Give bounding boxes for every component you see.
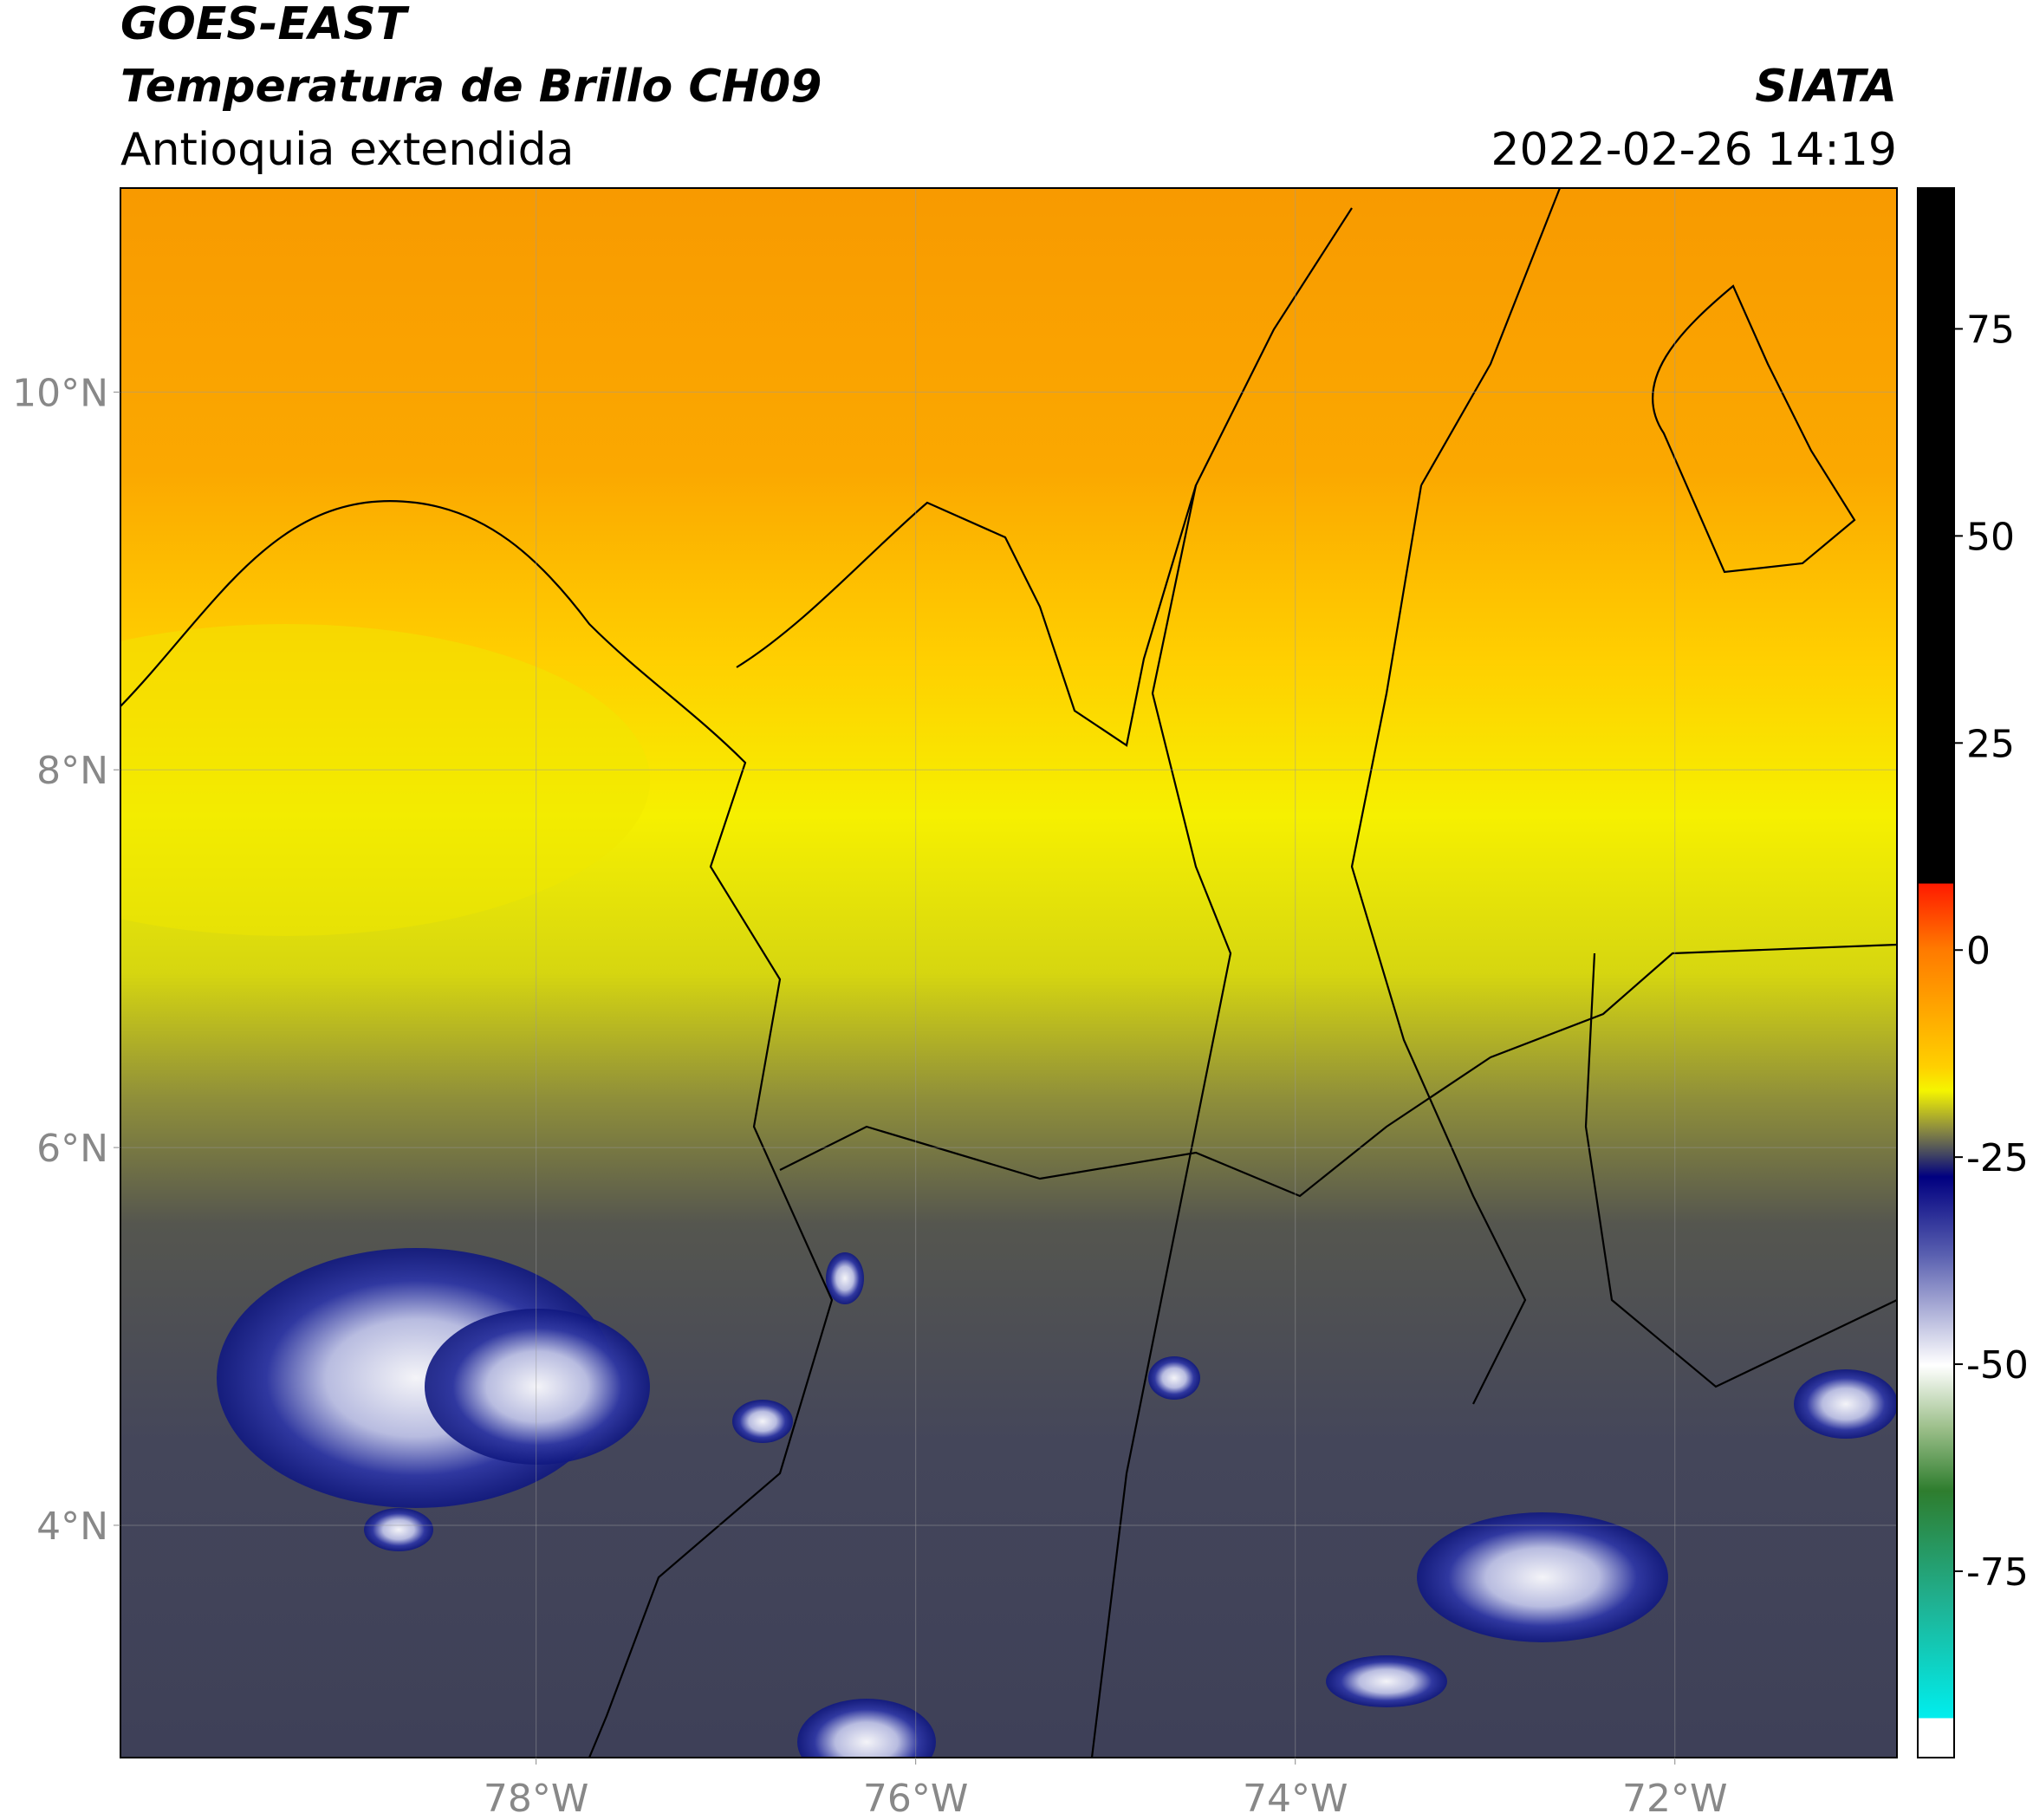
- y-tick-label: 10°N: [12, 371, 108, 415]
- colorbar-tick-label: 50: [1966, 515, 2015, 559]
- cloud: [1794, 1369, 1897, 1439]
- x-tick-label: 72°W: [1622, 1777, 1728, 1820]
- border: [1350, 484, 1527, 1405]
- y-tick-label: 8°N: [36, 749, 108, 793]
- warm-area: [120, 624, 650, 936]
- colorbar: [1917, 187, 1955, 1758]
- x-tick-label: 78°W: [484, 1777, 589, 1820]
- border: [736, 207, 1353, 747]
- titles: GOES-EAST Temperatura de Brillo CH09 Ant…: [120, 0, 1897, 176]
- cloud: [425, 1309, 650, 1465]
- border: [779, 943, 1897, 1198]
- border: [1090, 484, 1232, 1758]
- source: SIATA: [1755, 61, 1897, 113]
- cloud: [1148, 1356, 1200, 1400]
- lake: [1652, 284, 1856, 574]
- x-tick-label: 76°W: [863, 1777, 969, 1820]
- region: Antioquia extendida: [120, 124, 575, 176]
- cloud: [1417, 1512, 1668, 1642]
- x-tick-label: 74°W: [1243, 1777, 1348, 1820]
- colorbar-tick-label: 75: [1966, 308, 2015, 352]
- colorbar-tick-label: -75: [1966, 1550, 2029, 1595]
- colorbar-tick-label: 0: [1966, 929, 1991, 973]
- map-frame: [120, 187, 1898, 1758]
- cloud: [1326, 1655, 1447, 1707]
- grid: [120, 188, 1897, 1758]
- cloud: [826, 1252, 864, 1304]
- coastline: [1420, 188, 1562, 486]
- datetime: 2022-02-26 14:19: [1491, 124, 1897, 176]
- title: GOES-EAST: [120, 0, 410, 50]
- colorbar-tick-label: -25: [1966, 1136, 2029, 1180]
- y-tick-label: 6°N: [36, 1127, 108, 1171]
- cloud: [364, 1508, 433, 1551]
- coastline: [120, 500, 834, 1758]
- cloud: [797, 1699, 936, 1758]
- y-tick-label: 4°N: [36, 1505, 108, 1549]
- subtitle: Temperatura de Brillo CH09: [120, 61, 822, 113]
- map-image: [120, 188, 1897, 1758]
- colorbar-tick-label: 25: [1966, 722, 2015, 766]
- colorbar-tick-label: -50: [1966, 1343, 2029, 1388]
- border: [1584, 952, 1897, 1388]
- cloud: [732, 1400, 793, 1443]
